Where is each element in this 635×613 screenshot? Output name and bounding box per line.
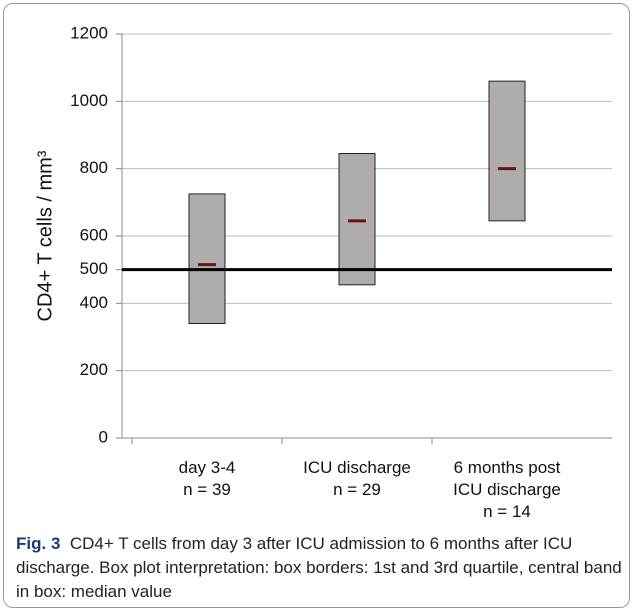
x-tick-group: 6 months post ICU discharge n = 14 bbox=[427, 457, 587, 523]
x-tick-label: day 3-4 bbox=[178, 458, 236, 477]
y-tick-label: 1200 bbox=[70, 23, 108, 42]
y-tick-label: 500 bbox=[80, 259, 108, 278]
n-label: n = 29 bbox=[333, 480, 381, 499]
box bbox=[188, 193, 226, 325]
y-axis-label: CD4+ T cells / mm³ bbox=[34, 150, 56, 321]
y-tick-label: 800 bbox=[80, 158, 108, 177]
caption: Fig. 3 CD4+ T cells from day 3 after ICU… bbox=[16, 532, 622, 604]
box bbox=[488, 80, 526, 222]
frame bbox=[3, 3, 630, 608]
box bbox=[338, 153, 376, 286]
y-tick-label: 0 bbox=[99, 427, 108, 446]
x-tick-label: 6 months post ICU discharge bbox=[453, 458, 561, 499]
caption-label: Fig. 3 bbox=[16, 534, 61, 553]
n-label: n = 39 bbox=[183, 480, 231, 499]
y-tick-label: 200 bbox=[80, 360, 108, 379]
y-tick-label: 600 bbox=[80, 225, 108, 244]
x-tick-group: ICU discharge n = 29 bbox=[277, 457, 437, 501]
y-tick-label: 400 bbox=[80, 293, 108, 312]
n-label: n = 14 bbox=[483, 502, 531, 521]
x-tick-group: day 3-4 n = 39 bbox=[127, 457, 287, 501]
y-tick-label: 1000 bbox=[70, 91, 108, 110]
x-tick-label: ICU discharge bbox=[303, 458, 411, 477]
caption-text: CD4+ T cells from day 3 after ICU admiss… bbox=[16, 534, 622, 601]
